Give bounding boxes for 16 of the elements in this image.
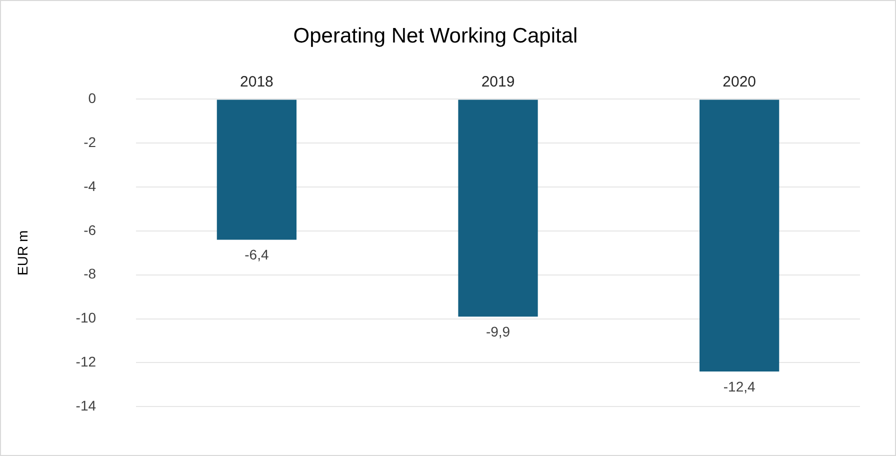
data-label: -6,4 [244, 246, 269, 263]
x-tick-label: 2018 [240, 73, 274, 90]
y-tick-label: -12 [76, 354, 96, 370]
y-tick-label: -6 [84, 222, 96, 238]
data-label: -9,9 [486, 323, 510, 340]
y-tick-label: -8 [84, 266, 96, 282]
x-tick-label: 2020 [722, 73, 756, 90]
data-label: -12,4 [723, 378, 756, 394]
y-tick-label: -14 [76, 397, 96, 414]
x-tick-label: 2019 [481, 73, 515, 90]
y-tick-label: -10 [76, 310, 96, 326]
y-tick-label: 0 [88, 90, 96, 106]
chart-title: Operating Net Working Capital [293, 24, 578, 48]
y-axis-title: EUR m [14, 230, 30, 276]
y-tick-label: -2 [84, 134, 96, 150]
y-tick-label: -4 [84, 178, 96, 194]
